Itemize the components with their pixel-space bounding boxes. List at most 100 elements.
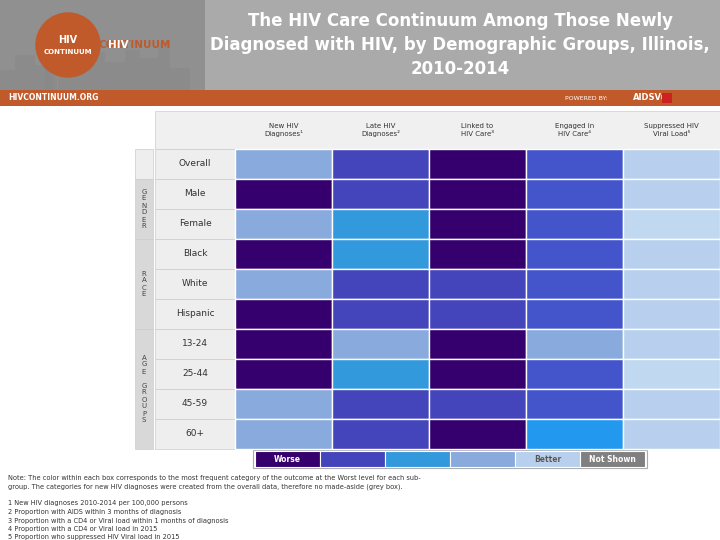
Circle shape [36,13,100,77]
Bar [526,179,623,209]
Text: AIDSVu: AIDSVu [633,93,667,103]
Bar [429,389,526,419]
Bar [155,299,235,329]
Text: Better: Better [534,455,561,463]
Bar [235,299,332,329]
Text: CONTINUUM: CONTINUUM [44,49,92,55]
Bar [526,389,623,419]
Bar [125,50,140,90]
Bar [155,111,720,149]
Bar [526,149,623,179]
Bar [155,239,235,269]
Text: 13-24: 13-24 [182,340,208,348]
Bar [158,42,170,90]
Bar [623,419,720,449]
Bar [429,359,526,389]
Bar [526,359,623,389]
Bar [155,269,235,299]
Bar [623,269,720,299]
Text: group. The categories for new HIV diagnoses were created from the overall data, : group. The categories for new HIV diagno… [8,483,402,490]
Bar [623,179,720,209]
Bar [429,149,526,179]
Text: 2 Proportion with AIDS within 3 months of diagnosis: 2 Proportion with AIDS within 3 months o… [8,509,181,515]
Text: Overall: Overall [179,159,211,168]
Text: G
E
N
D
E
R: G E N D E R [141,188,147,230]
Text: CONTINUUM: CONTINUUM [99,40,171,50]
Bar [332,419,429,449]
Bar [332,149,429,179]
Bar [429,269,526,299]
Text: Black: Black [183,249,207,259]
Bar [623,149,720,179]
Bar [155,389,235,419]
Bar [623,299,720,329]
Bar [0,0,720,90]
Bar [526,299,623,329]
Bar [155,419,235,449]
Text: Worse: Worse [274,455,301,463]
Text: Linked to
HIV Care³: Linked to HIV Care³ [461,123,494,137]
Bar [0,70,15,90]
Bar [255,451,320,467]
Bar [429,329,526,359]
Bar [526,269,623,299]
Text: White: White [181,280,208,288]
Bar [332,359,429,389]
Bar [15,55,35,90]
Bar [235,329,332,359]
Bar [429,299,526,329]
Bar [235,179,332,209]
Bar [623,359,720,389]
Bar [623,209,720,239]
Bar [235,209,332,239]
Bar [623,239,720,269]
Bar [450,451,515,467]
Text: Male: Male [184,190,206,199]
Bar [170,68,190,90]
Text: 25-44: 25-44 [182,369,208,379]
Bar [140,58,158,90]
Bar [35,65,53,90]
Bar [235,269,332,299]
Text: Better: Better [534,455,561,463]
Bar [332,389,429,419]
Bar [235,239,332,269]
Bar [526,209,623,239]
Bar [135,329,153,449]
Bar [332,209,429,239]
Text: 3 Proportion with a CD4 or Viral load within 1 months of diagnosis: 3 Proportion with a CD4 or Viral load wi… [8,517,228,523]
Text: Female: Female [179,219,212,228]
Bar [320,451,385,467]
Bar [235,419,332,449]
Bar [155,359,235,389]
Bar [332,179,429,209]
Bar [58,60,78,90]
Bar [662,93,672,103]
Bar [580,451,645,467]
Bar [385,451,450,467]
Bar [0,0,205,90]
Text: 4 Proportion with a CD4 or Viral load in 2015: 4 Proportion with a CD4 or Viral load in… [8,526,158,532]
Bar [332,299,429,329]
Bar [429,419,526,449]
Text: New HIV
Diagnoses¹: New HIV Diagnoses¹ [264,123,303,137]
Bar [155,179,235,209]
Text: Engaged in
HIV Care⁴: Engaged in HIV Care⁴ [555,123,594,137]
Text: Suppressed HIV
Viral Load⁵: Suppressed HIV Viral Load⁵ [644,123,699,137]
Text: Note: The color within each box corresponds to the most frequent category of the: Note: The color within each box correspo… [8,475,420,481]
Bar [105,62,125,90]
Bar [526,419,623,449]
Bar [515,451,580,467]
Bar [623,329,720,359]
Text: 5 Proportion who suppressed HIV Viral load in 2015: 5 Proportion who suppressed HIV Viral lo… [8,535,179,540]
Bar [526,329,623,359]
Bar [332,329,429,359]
Bar [155,329,235,359]
Bar [253,450,647,468]
Text: Late HIV
Diagnoses²: Late HIV Diagnoses² [361,123,400,137]
Bar [623,389,720,419]
Bar [332,239,429,269]
Text: 1 New HIV diagnoses 2010-2014 per 100,000 persons: 1 New HIV diagnoses 2010-2014 per 100,00… [8,501,188,507]
Bar [135,149,153,179]
Bar [155,209,235,239]
